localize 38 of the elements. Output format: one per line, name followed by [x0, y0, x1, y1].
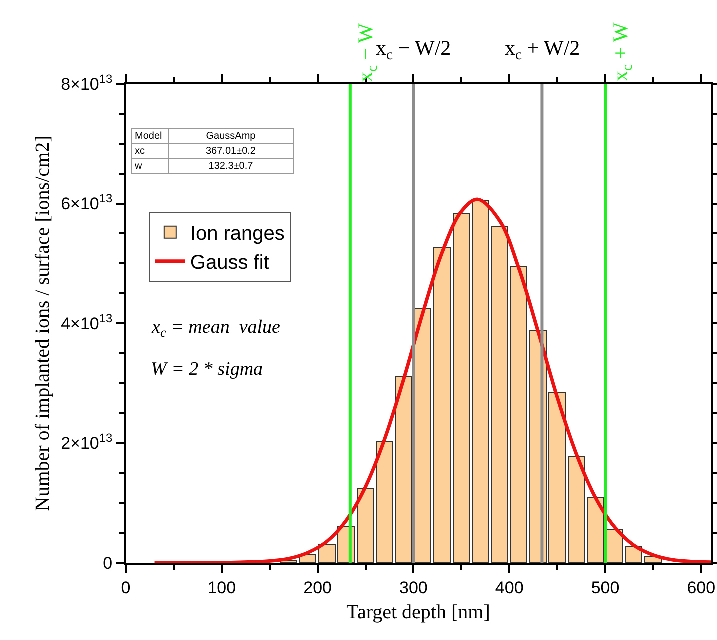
bar: [357, 488, 374, 563]
x-axis-title: Target depth [nm]: [346, 601, 490, 624]
y-tick-label: 4×10$^{13}$: [61, 311, 113, 334]
bar: [395, 376, 412, 563]
x-tick-label: 300: [400, 578, 428, 598]
annotation: 367.01±0.2: [168, 144, 294, 158]
bar: [433, 247, 451, 563]
annotation: 132.3±0.7: [168, 158, 294, 174]
ref-line-label: x$_{c}$ + W/2: [505, 36, 580, 64]
x-tick-label: 500: [591, 578, 620, 598]
bar: [491, 226, 508, 563]
legend-label: Gauss fit: [190, 252, 270, 274]
bar: [568, 456, 585, 563]
y-tick-label: 6×10$^{13}$: [61, 192, 113, 214]
y-tick-label: 2×10$^{13}$: [61, 431, 113, 454]
x-tick-label: 0: [121, 578, 131, 598]
y-axis-title: Number of implanted ions / surface [ions/cm2]: [32, 136, 54, 512]
annotation: x$_{c}$ = mean value: [151, 317, 280, 340]
x-tick-label: 600: [687, 578, 716, 598]
bar: [453, 213, 470, 563]
bar: [376, 441, 393, 563]
annotation: W = 2 * sigma: [151, 359, 264, 380]
x-tick-label: 400: [495, 578, 524, 598]
annotation: Model: [132, 128, 168, 144]
bar: [414, 308, 431, 563]
x-tick-label: 100: [208, 578, 236, 598]
y-tick-label: 8×10$^{13}$: [61, 72, 113, 94]
bar: [625, 546, 642, 563]
bar: [510, 266, 527, 563]
line-series: [153, 198, 711, 563]
x-tick-label: 200: [304, 578, 332, 598]
annotation: w: [132, 158, 168, 174]
y-tick-label: 0: [103, 554, 113, 573]
annotation: GaussAmp: [168, 128, 294, 144]
legend-label: Ion ranges: [190, 223, 285, 246]
bar: [587, 497, 604, 563]
bar: [472, 200, 489, 563]
annotation: xc: [132, 144, 168, 158]
